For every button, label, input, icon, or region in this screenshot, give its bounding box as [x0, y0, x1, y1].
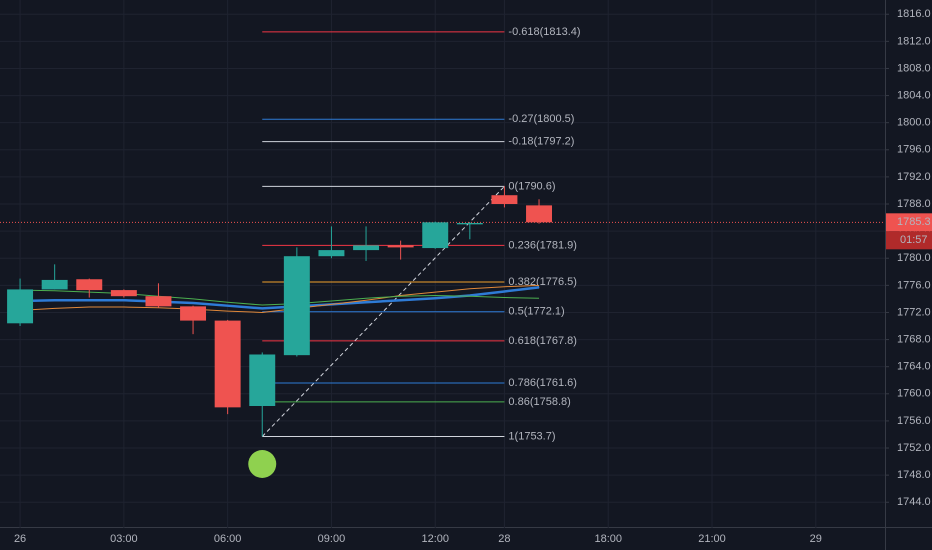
- candle-body: [283, 256, 310, 356]
- x-tick-label: 26: [14, 533, 26, 545]
- y-tick-label: 1752.0: [897, 442, 931, 454]
- x-tick-label: 09:00: [318, 533, 346, 545]
- y-tick-label: 1792.0: [897, 171, 931, 183]
- y-tick-label: 1804.0: [897, 89, 931, 101]
- x-tick-label: 18:00: [594, 533, 622, 545]
- y-tick-label: 1780.0: [897, 252, 931, 264]
- candle-body: [456, 222, 483, 225]
- fib-label: 1(1753.7): [508, 430, 555, 442]
- x-tick-label: 12:00: [421, 533, 449, 545]
- y-tick-label: 1768.0: [897, 333, 931, 345]
- y-tick-label: 1812.0: [897, 35, 931, 47]
- fib-label: 0.236(1781.9): [508, 239, 576, 251]
- y-tick-label: 1796.0: [897, 144, 931, 156]
- last-price-box: [886, 213, 932, 232]
- candle-body: [249, 354, 276, 406]
- candle-body: [422, 222, 449, 249]
- fib-label: 0.5(1772.1): [508, 306, 564, 318]
- countdown-box: [886, 231, 932, 250]
- candle-body: [214, 320, 241, 408]
- candle-body: [110, 290, 137, 297]
- fib-label: -0.18(1797.2): [508, 136, 574, 148]
- fib-label: 0.86(1758.8): [508, 396, 570, 408]
- y-tick-label: 1748.0: [897, 469, 931, 481]
- fib-label: -0.618(1813.4): [508, 26, 580, 38]
- y-tick-label: 1756.0: [897, 415, 931, 427]
- countdown-label: 01:57: [900, 234, 928, 246]
- y-tick-label: 1808.0: [897, 62, 931, 74]
- fib-label: -0.27(1800.5): [508, 113, 574, 125]
- x-tick-label: 06:00: [214, 533, 242, 545]
- y-tick-label: 1776.0: [897, 279, 931, 291]
- candle-body: [353, 245, 380, 251]
- y-tick-label: 1744.0: [897, 496, 931, 508]
- moving-average: [20, 284, 540, 313]
- fib-trend-line: [261, 186, 505, 437]
- signal-marker: [248, 450, 277, 478]
- x-tick-label: 21:00: [698, 533, 726, 545]
- y-tick-label: 1760.0: [897, 388, 931, 400]
- moving-average: [20, 289, 540, 306]
- y-tick-label: 1788.0: [897, 198, 931, 210]
- fib-label: 0.618(1767.8): [508, 335, 576, 347]
- candle-body: [526, 205, 553, 223]
- candle-body: [387, 245, 414, 248]
- x-tick-label: 28: [498, 533, 510, 545]
- x-tick-label: 03:00: [110, 533, 138, 545]
- y-tick-label: 1800.0: [897, 117, 931, 129]
- y-tick-label: 1772.0: [897, 306, 931, 318]
- x-tick-label: 29: [810, 533, 822, 545]
- candle-body: [41, 279, 68, 290]
- fib-label: 0(1790.6): [508, 180, 555, 192]
- moving-average: [20, 286, 540, 310]
- candle-body: [145, 296, 172, 307]
- y-tick-label: 1764.0: [897, 361, 931, 373]
- candle-body: [7, 289, 34, 324]
- last-price-label: 1785.3: [897, 216, 931, 228]
- candle-body: [180, 306, 207, 321]
- fib-label: 0.786(1761.6): [508, 377, 576, 389]
- candle-body: [491, 195, 518, 205]
- candle-body: [318, 250, 345, 257]
- y-tick-label: 1816.0: [897, 8, 931, 20]
- candle-body: [76, 279, 103, 291]
- fib-label: 0.382(1776.5): [508, 276, 576, 288]
